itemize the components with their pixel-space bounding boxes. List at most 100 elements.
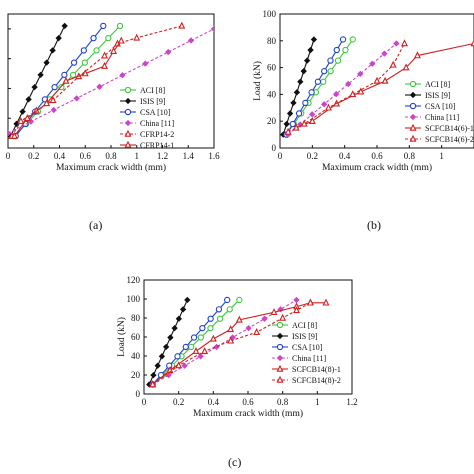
data-point [188,343,195,351]
data-point [133,33,141,41]
legend-marker [409,113,417,121]
data-point [142,60,149,67]
data-point [149,380,157,388]
data-point [402,63,410,71]
data-point [96,83,103,90]
data-point [80,47,87,54]
series-line [8,28,214,134]
x-tick-label: 0 [142,397,147,407]
data-point [381,50,388,57]
data-point [307,46,314,54]
data-point [357,70,364,78]
data-point [73,95,80,102]
data-point [23,113,31,121]
x-tick-label: 0.4 [339,151,351,161]
data-point [308,111,316,118]
data-point [19,108,26,115]
data-point [154,362,161,369]
data-point [300,68,307,75]
legend-label: SCFCB14(8)-1 [292,365,341,374]
x-tick-label: 1.4 [183,151,195,161]
chart-1: 0 0.2 0.4 0.6 0.8 1 1.2 1.4 1.6 Maximum crack wid… [6,13,220,173]
legend-marker [276,321,284,329]
data-point [227,336,235,344]
data-point [37,71,44,79]
data-point [49,96,57,104]
data-point [43,59,50,66]
x-tick-label: 0.8 [277,397,289,407]
data-point [235,315,243,323]
data-point [270,308,278,316]
legend-label: SCFCB14(6)-2 [425,135,474,144]
series-line [152,302,326,385]
data-point [81,59,88,66]
data-point [69,71,77,79]
data-point [321,68,328,75]
data-point [333,46,340,54]
data-point [308,89,315,96]
legend-label: CSA [10] [292,343,323,352]
x-axis-label: Maximum crack width (mm) [322,162,432,173]
x-tick-label: 0.8 [105,151,117,161]
legend-label: China [11] [140,119,174,128]
data-point [61,71,68,79]
data-point [373,76,381,84]
x-tick-label: 0.6 [80,151,92,161]
series-line [282,39,315,135]
series-line [152,299,297,385]
series-line [287,43,397,136]
data-point [303,57,311,64]
data-point [261,315,268,322]
data-point [293,89,301,96]
x-tick-label: 0 [6,151,11,161]
legend-label: China [11] [292,354,326,363]
x-tick-label: 0.8 [404,151,416,161]
legend: ACI [8] ISIS [9] CSA [10] China [11] CFRP14-… [120,86,174,150]
data-point [174,353,181,360]
data-point [187,37,195,44]
y-tick-label: 100 [263,9,277,19]
data-point [226,306,233,313]
legend-marker [124,86,132,94]
x-tick-label: 0.2 [28,151,39,161]
data-point [209,334,217,342]
data-point [119,72,126,79]
data-point [320,78,327,85]
legend-marker [409,134,417,142]
data-point [393,40,400,47]
data-point [289,120,296,128]
legend-label: CSA [10] [140,108,171,117]
x-tick-label: 0.4 [54,151,66,161]
data-point [207,315,214,322]
x-tick-label: 1.2 [346,397,357,407]
panel-label-a: (a) [89,218,103,232]
x-tick-label: 0.6 [371,151,383,161]
data-point [117,36,125,44]
series-group [280,36,474,138]
legend-marker [409,102,417,110]
x-axis-label: Maximum crack width (mm) [193,408,303,419]
legend-label: SCFCB14(6)-1 [425,124,474,133]
data-point [327,57,334,64]
legend-label: China [11] [425,113,459,122]
data-point [333,90,340,98]
data-point [253,328,261,336]
data-point [179,306,187,313]
data-point [150,371,157,379]
legend-label: ACI [8] [425,80,450,89]
y-tick-label: 60 [131,332,141,342]
legend-marker [276,354,284,362]
data-point [300,119,308,127]
series-line [286,39,354,135]
data-point [216,315,224,322]
data-point [184,296,191,304]
y-tick-label: 0 [136,389,141,399]
data-point [389,60,397,68]
data-point [61,22,68,30]
data-point [369,60,376,67]
data-point [236,296,243,304]
x-tick-label: 1.2 [157,151,168,161]
data-point [93,47,100,54]
legend-marker [409,123,417,131]
series-line [152,299,228,385]
